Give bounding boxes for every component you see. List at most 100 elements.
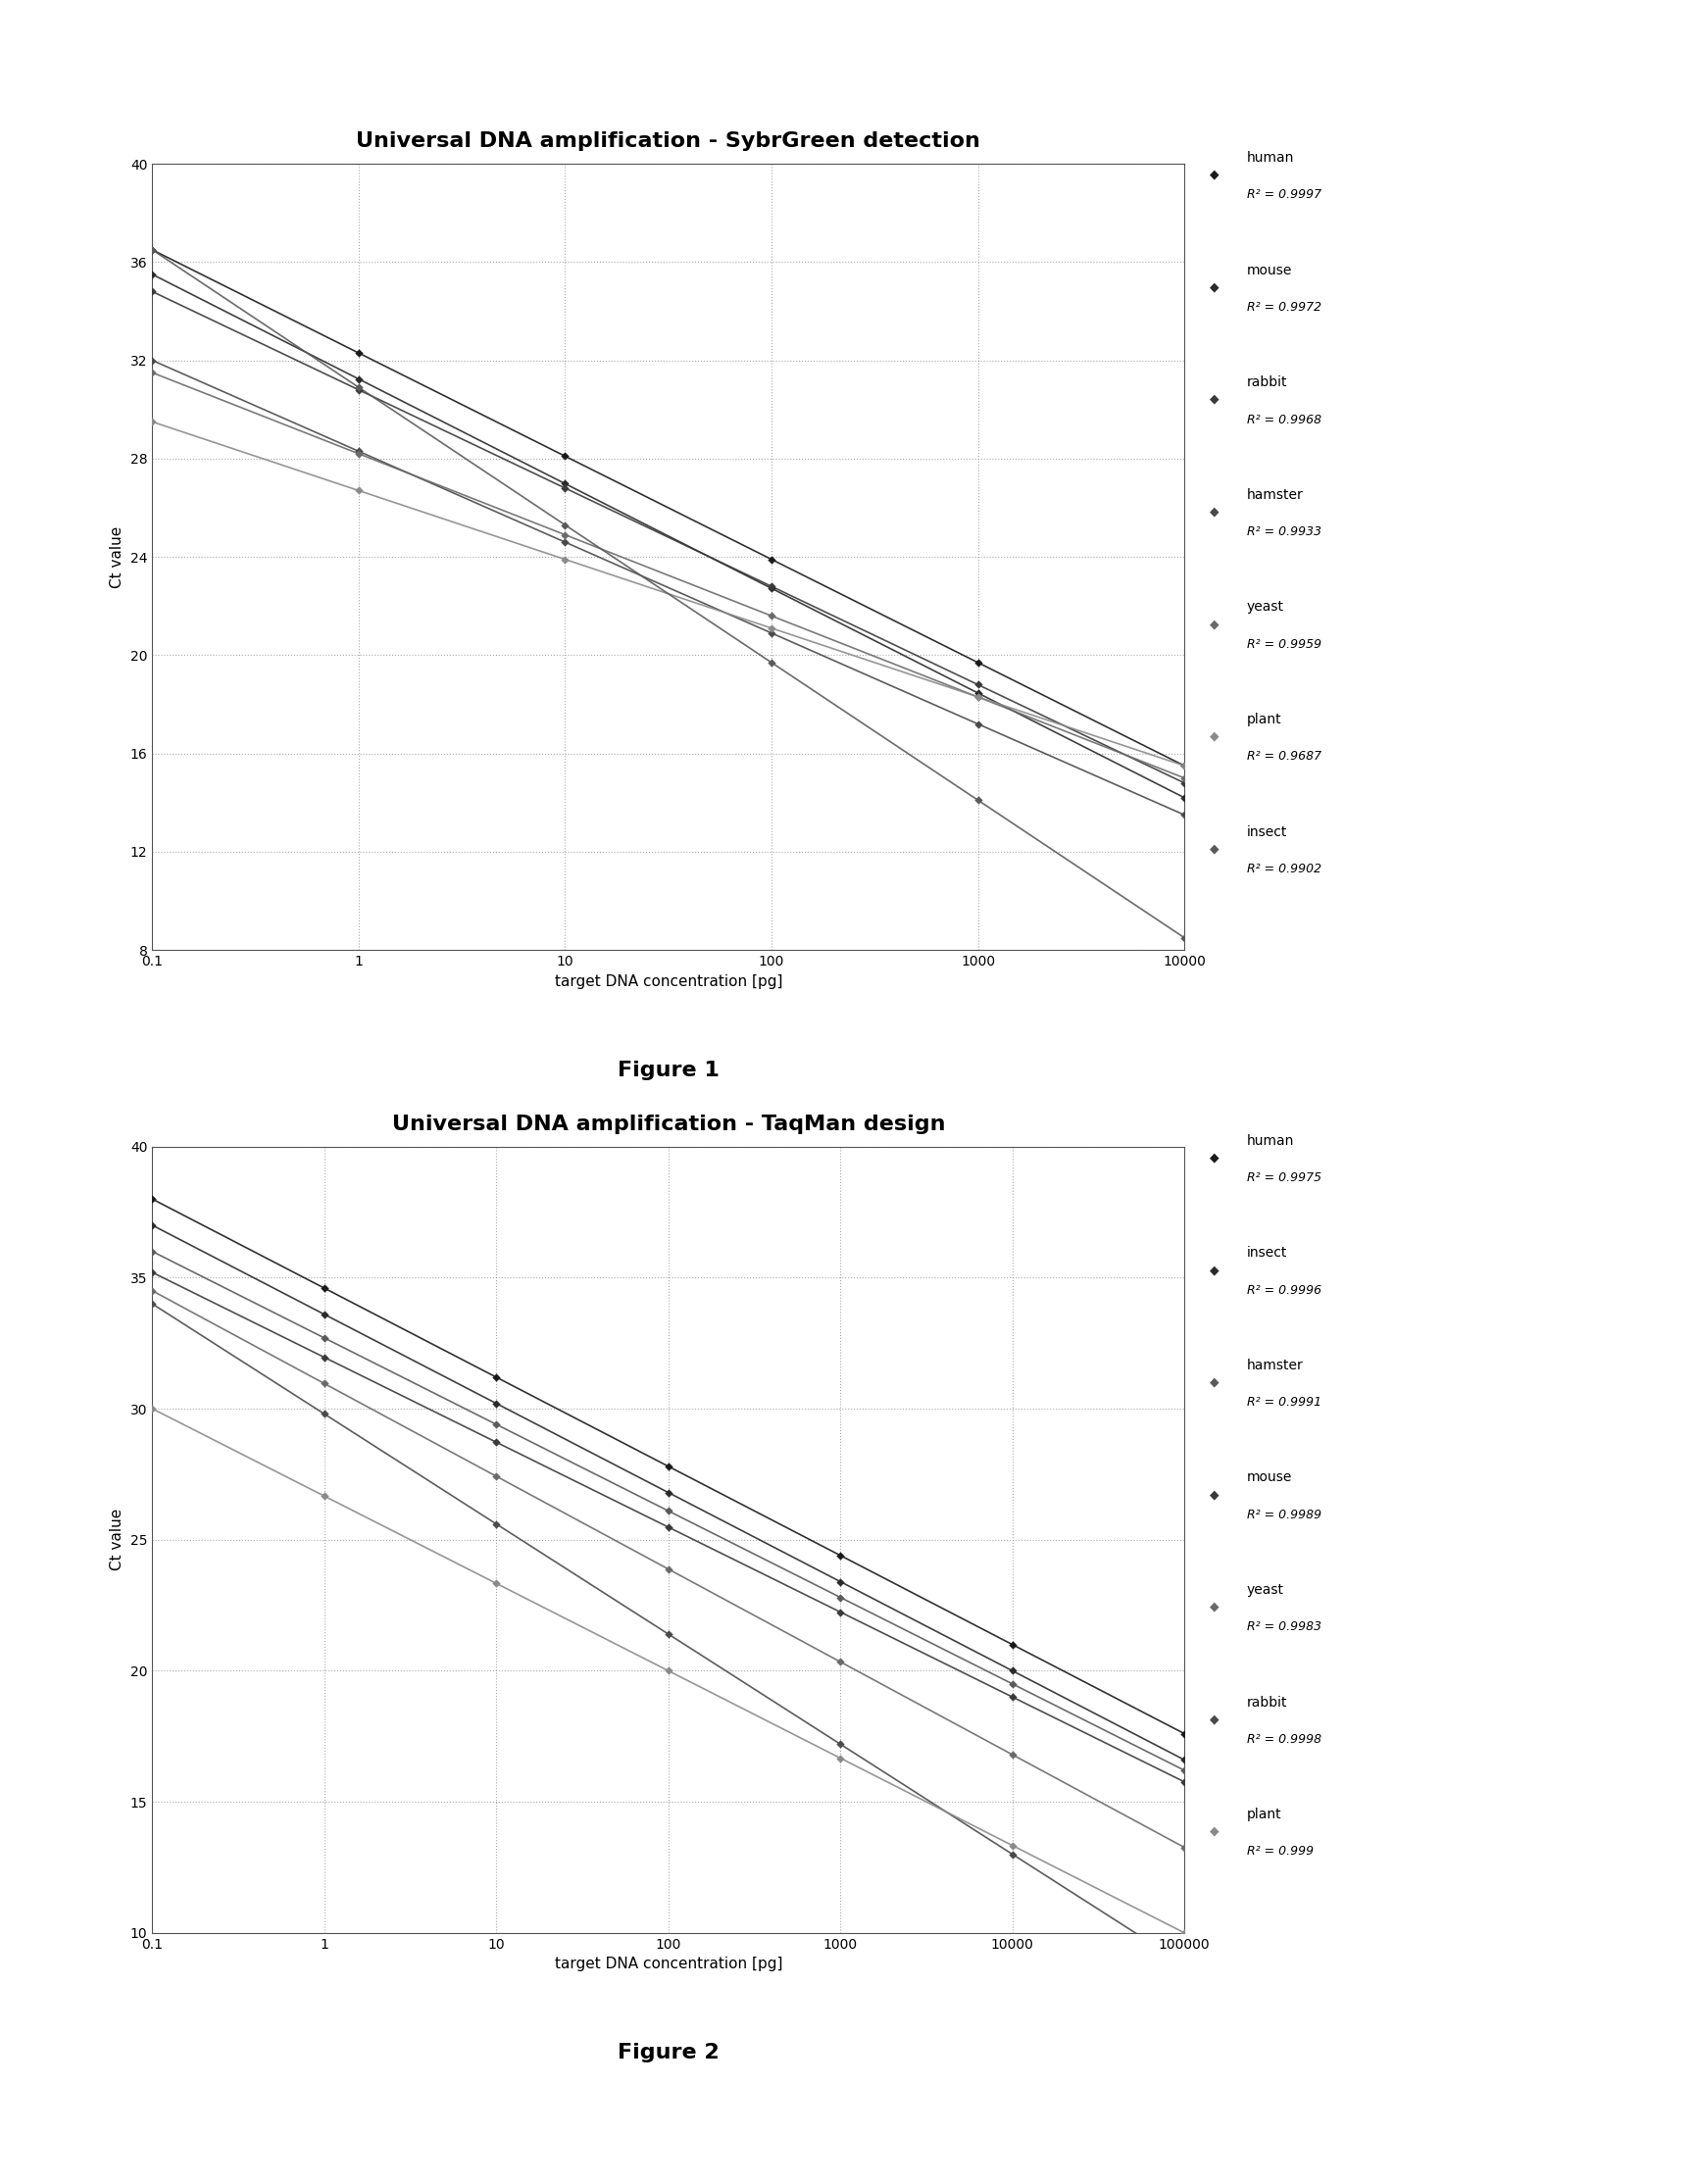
Y-axis label: Ct value: Ct value [110, 526, 125, 587]
Point [482, 1406, 509, 1441]
Point [139, 232, 166, 266]
Text: R² = 0.9975: R² = 0.9975 [1247, 1171, 1321, 1184]
Text: ◆: ◆ [1210, 1151, 1220, 1164]
Point [139, 1286, 166, 1321]
Point [1171, 1830, 1198, 1865]
Point [482, 1459, 509, 1494]
Text: ◆: ◆ [1210, 1601, 1220, 1614]
Point [482, 1507, 509, 1542]
Text: rabbit: rabbit [1247, 376, 1288, 389]
Point [655, 1474, 682, 1509]
Point [964, 675, 992, 710]
Text: R² = 0.9997: R² = 0.9997 [1247, 188, 1321, 201]
Point [345, 437, 372, 472]
Text: R² = 0.9968: R² = 0.9968 [1247, 413, 1321, 426]
Text: R² = 0.9989: R² = 0.9989 [1247, 1509, 1321, 1520]
Point [345, 435, 372, 470]
Point [655, 1509, 682, 1544]
Point [1171, 797, 1198, 832]
Text: ◆: ◆ [1210, 729, 1220, 743]
Text: R² = 0.9991: R² = 0.9991 [1247, 1396, 1321, 1409]
Point [998, 1627, 1025, 1662]
Point [139, 275, 166, 310]
Text: ◆: ◆ [1210, 168, 1220, 181]
Title: Universal DNA amplification - TaqMan design: Universal DNA amplification - TaqMan des… [391, 1114, 946, 1133]
Text: R² = 0.9959: R² = 0.9959 [1247, 638, 1321, 651]
Point [139, 1234, 166, 1269]
Point [655, 1448, 682, 1483]
Point [311, 1297, 338, 1332]
Point [758, 570, 785, 605]
Text: ◆: ◆ [1210, 1826, 1220, 1837]
Text: ◆: ◆ [1210, 282, 1220, 293]
Point [964, 668, 992, 703]
Text: R² = 0.9972: R² = 0.9972 [1247, 301, 1321, 314]
Point [827, 1564, 854, 1599]
Point [827, 1645, 854, 1679]
Point [1171, 1765, 1198, 1800]
Text: Figure 2: Figure 2 [618, 2044, 719, 2062]
Point [758, 616, 785, 651]
X-axis label: target DNA concentration [pg]: target DNA concentration [pg] [555, 974, 782, 989]
Text: insect: insect [1247, 1247, 1288, 1260]
Text: yeast: yeast [1247, 1583, 1284, 1597]
Point [998, 1679, 1025, 1714]
Text: ◆: ◆ [1210, 1487, 1220, 1500]
Point [1171, 749, 1198, 784]
Point [998, 1837, 1025, 1872]
Point [552, 472, 579, 507]
Text: R² = 0.9902: R² = 0.9902 [1247, 863, 1321, 876]
Point [998, 1828, 1025, 1863]
Point [139, 356, 166, 391]
Point [311, 1321, 338, 1356]
Point [345, 474, 372, 509]
Point [482, 1424, 509, 1459]
Text: yeast: yeast [1247, 601, 1284, 614]
Text: mouse: mouse [1247, 1470, 1293, 1485]
Text: insect: insect [1247, 826, 1288, 839]
Text: ◆: ◆ [1210, 505, 1220, 518]
Text: rabbit: rabbit [1247, 1695, 1288, 1710]
Point [311, 1396, 338, 1431]
Point [1171, 1743, 1198, 1778]
Point [1171, 1717, 1198, 1752]
Text: hamster: hamster [1247, 487, 1303, 502]
Text: human: human [1247, 151, 1294, 164]
Point [482, 1387, 509, 1422]
Point [311, 1479, 338, 1514]
Point [552, 439, 579, 474]
Point [1171, 767, 1198, 802]
Text: R² = 0.9996: R² = 0.9996 [1247, 1284, 1321, 1297]
Point [827, 1538, 854, 1572]
Point [758, 612, 785, 646]
Point [655, 1616, 682, 1651]
X-axis label: target DNA concentration [pg]: target DNA concentration [pg] [555, 1957, 782, 1972]
Point [998, 1653, 1025, 1688]
Point [139, 404, 166, 439]
Point [482, 1566, 509, 1601]
Point [964, 708, 992, 743]
Point [655, 1653, 682, 1688]
Point [1171, 1754, 1198, 1789]
Point [1171, 760, 1198, 795]
Point [1171, 1915, 1198, 1950]
Point [482, 1361, 509, 1396]
Point [758, 598, 785, 633]
Point [552, 542, 579, 577]
Point [552, 518, 579, 553]
Point [655, 1494, 682, 1529]
Text: R² = 0.999: R² = 0.999 [1247, 1845, 1313, 1859]
Point [311, 1339, 338, 1374]
Text: R² = 0.9687: R² = 0.9687 [1247, 749, 1321, 762]
Text: R² = 0.9983: R² = 0.9983 [1247, 1621, 1321, 1634]
Point [345, 363, 372, 397]
Point [655, 1551, 682, 1586]
Point [964, 679, 992, 714]
Point [552, 524, 579, 559]
Point [758, 570, 785, 605]
Y-axis label: Ct value: Ct value [110, 1509, 125, 1570]
Point [1171, 780, 1198, 815]
Point [1171, 749, 1198, 784]
Point [139, 1273, 166, 1308]
Point [827, 1579, 854, 1614]
